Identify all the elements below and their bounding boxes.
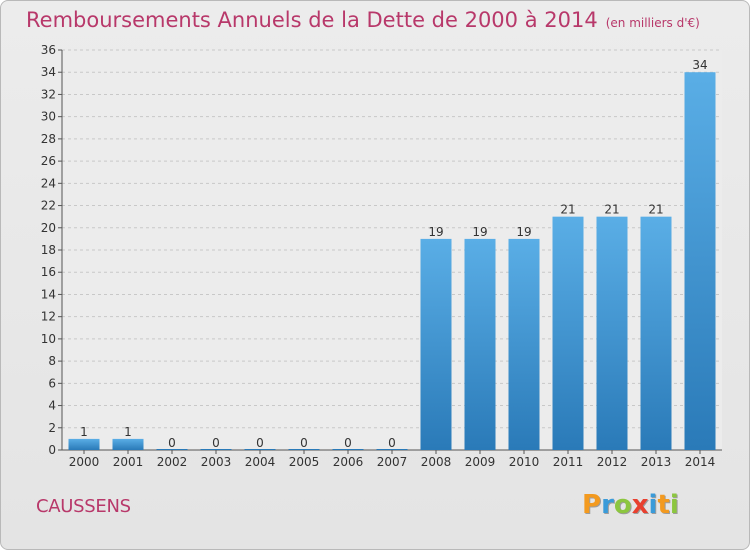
data-label: 0 (212, 436, 220, 450)
data-label: 1 (124, 425, 132, 439)
x-tick-label: 2007 (377, 455, 408, 469)
x-tick-label: 2009 (465, 455, 496, 469)
logo-letter: t (657, 490, 670, 520)
y-tick-label: 36 (41, 43, 56, 57)
x-tick-label: 2005 (289, 455, 320, 469)
bar (156, 449, 188, 450)
chart-title-main: Remboursements Annuels de la Dette de 20… (26, 8, 598, 32)
y-tick-label: 6 (48, 376, 56, 390)
bar (596, 216, 628, 450)
y-tick-label: 34 (41, 65, 56, 79)
data-label: 0 (300, 436, 308, 450)
y-tick-label: 16 (41, 265, 56, 279)
y-tick-label: 4 (48, 399, 56, 413)
y-tick-label: 8 (48, 354, 56, 368)
town-name: CAUSSENS (36, 496, 131, 517)
bar (332, 449, 364, 450)
logo-letter: x (631, 490, 649, 520)
chart-unit-note: (en milliers d'€) (605, 16, 700, 30)
data-label: 1 (80, 425, 88, 439)
bar (420, 238, 452, 450)
data-label: 34 (692, 58, 707, 72)
bar (200, 449, 232, 450)
y-tick-label: 22 (41, 199, 56, 213)
logo-letter: r (601, 490, 614, 520)
logo-letter: i (669, 490, 679, 520)
x-tick-label: 2010 (509, 455, 540, 469)
y-tick-label: 28 (41, 132, 56, 146)
y-tick-label: 12 (41, 310, 56, 324)
y-tick-label: 0 (48, 443, 56, 457)
data-label: 21 (560, 203, 575, 217)
x-tick-label: 2008 (421, 455, 452, 469)
data-label: 0 (388, 436, 396, 450)
bar (684, 72, 716, 450)
y-tick-label: 18 (41, 243, 56, 257)
x-tick-label: 2002 (157, 455, 188, 469)
x-tick-label: 2004 (245, 455, 276, 469)
y-tick-label: 32 (41, 87, 56, 101)
data-label: 0 (256, 436, 264, 450)
y-tick-label: 20 (41, 221, 56, 235)
y-tick-label: 10 (41, 332, 56, 346)
bar (552, 216, 584, 450)
bar (244, 449, 276, 450)
x-tick-label: 2012 (597, 455, 628, 469)
bar (508, 238, 540, 450)
data-label: 19 (428, 225, 443, 239)
bar (288, 449, 320, 450)
data-label: 0 (168, 436, 176, 450)
data-label: 19 (516, 225, 531, 239)
bar (376, 449, 408, 450)
logo-letter: P (582, 490, 602, 520)
chart-title: Remboursements Annuels de la Dette de 20… (26, 8, 700, 32)
bar (464, 238, 496, 450)
y-tick-label: 2 (48, 421, 56, 435)
y-tick-label: 26 (41, 154, 56, 168)
x-tick-label: 2006 (333, 455, 364, 469)
y-tick-label: 24 (41, 176, 56, 190)
data-label: 21 (648, 203, 663, 217)
x-tick-label: 2011 (553, 455, 584, 469)
bar (640, 216, 672, 450)
data-label: 21 (604, 203, 619, 217)
bar (112, 438, 144, 450)
logo-letter: i (648, 490, 658, 520)
y-tick-label: 30 (41, 110, 56, 124)
data-label: 19 (472, 225, 487, 239)
y-tick-label: 14 (41, 287, 56, 301)
logo-letter: o (613, 490, 632, 520)
x-tick-label: 2001 (113, 455, 144, 469)
x-tick-label: 2000 (69, 455, 100, 469)
x-tick-label: 2014 (685, 455, 716, 469)
data-label: 0 (344, 436, 352, 450)
x-tick-label: 2003 (201, 455, 232, 469)
x-tick-label: 2013 (641, 455, 672, 469)
proxiti-logo: Proxiti (582, 490, 679, 520)
bar (68, 438, 100, 450)
